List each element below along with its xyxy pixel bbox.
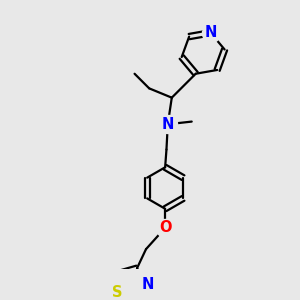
Text: N: N	[142, 277, 154, 292]
Text: N: N	[162, 117, 174, 132]
Text: S: S	[112, 285, 123, 300]
Text: O: O	[159, 220, 171, 236]
Text: N: N	[204, 25, 217, 40]
